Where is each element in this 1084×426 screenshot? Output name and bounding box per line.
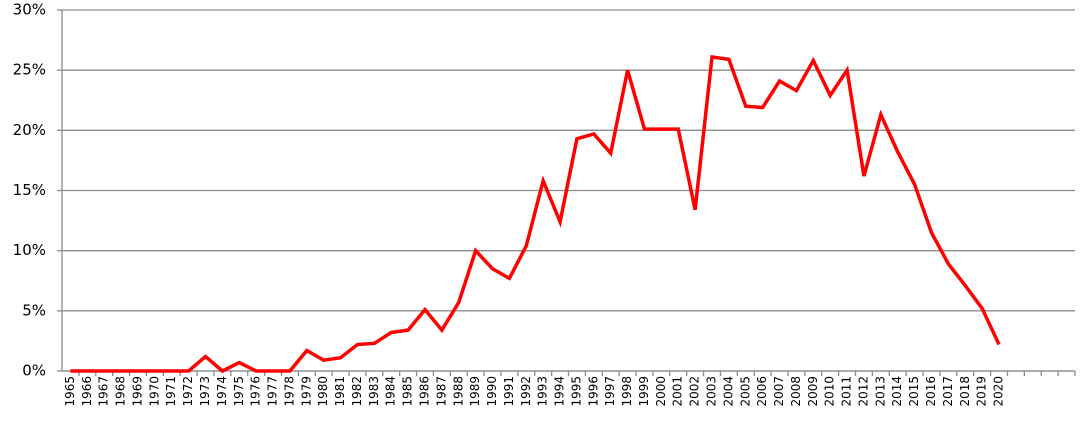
x-tick-label: 1983 — [367, 376, 381, 407]
x-tick-label: 1975 — [232, 376, 246, 407]
x-tick-label: 1980 — [316, 376, 330, 407]
x-tick-label: 1981 — [333, 376, 347, 407]
x-tick-label: 1994 — [553, 376, 567, 407]
x-tick-label: 2000 — [654, 376, 668, 407]
y-tick-label: 15% — [13, 181, 46, 199]
x-tick-label: 2001 — [671, 376, 685, 407]
x-tick-label: 1979 — [299, 376, 313, 407]
x-tick-label: 2004 — [721, 376, 735, 407]
x-tick-label: 1987 — [434, 376, 448, 407]
x-tick-label: 1976 — [249, 376, 263, 407]
x-tick-label: 2008 — [789, 376, 803, 407]
x-tick-label: 1992 — [519, 376, 533, 407]
x-tick-label: 1978 — [282, 376, 296, 407]
x-tick-label: 1977 — [266, 376, 280, 407]
x-tick-label: 2015 — [907, 376, 921, 407]
x-tick-label: 2009 — [806, 376, 820, 407]
x-tick-label: 1998 — [620, 376, 634, 407]
x-tick-label: 1982 — [350, 376, 364, 407]
y-tick-label: 5% — [22, 301, 46, 319]
x-tick-label: 1970 — [147, 376, 161, 407]
x-tick-label: 1990 — [485, 376, 499, 407]
x-tick-label: 1988 — [451, 376, 465, 407]
y-tick-label: 20% — [13, 121, 46, 139]
x-tick-label: 1967 — [97, 376, 111, 407]
x-tick-label: 2006 — [755, 376, 769, 407]
x-tick-label: 2011 — [840, 376, 854, 407]
x-tick-label: 2019 — [975, 376, 989, 407]
x-tick-label: 2014 — [890, 376, 904, 407]
x-tick-label: 1986 — [417, 376, 431, 407]
x-tick-label: 2020 — [992, 376, 1006, 407]
x-tick-label: 2005 — [738, 376, 752, 407]
data-line — [70, 54, 1001, 374]
x-tick-label: 1985 — [401, 376, 415, 407]
x-tick-label: 1968 — [114, 376, 128, 407]
x-tick-label: 1966 — [80, 376, 94, 407]
x-tick-label: 1996 — [586, 376, 600, 407]
x-tick-label: 1972 — [181, 376, 195, 407]
x-tick-label: 2013 — [873, 376, 887, 407]
x-tick-label: 1991 — [502, 376, 516, 407]
x-tick-label: 1971 — [164, 376, 178, 407]
x-tick-label: 2003 — [705, 376, 719, 407]
x-tick-label: 2010 — [823, 376, 837, 407]
x-tick-label: 2012 — [856, 376, 870, 407]
x-tick-label: 1993 — [536, 376, 550, 407]
x-tick-label: 2016 — [924, 376, 938, 407]
x-tick-label: 1969 — [130, 376, 144, 407]
x-tick-label: 2017 — [941, 376, 955, 407]
y-tick-label: 30% — [13, 1, 46, 19]
x-tick-label: 2018 — [958, 376, 972, 407]
x-tick-label: 2007 — [772, 376, 786, 407]
y-tick-label: 0% — [22, 362, 46, 380]
x-tick-label: 1989 — [468, 376, 482, 407]
y-tick-label: 25% — [13, 61, 46, 79]
y-tick-label: 10% — [13, 241, 46, 259]
x-tick-label: 1965 — [63, 376, 77, 407]
x-tick-label: 1999 — [637, 376, 651, 407]
x-tick-label: 1984 — [384, 376, 398, 407]
x-tick-label: 1995 — [569, 376, 583, 407]
x-tick-label: 1973 — [198, 376, 212, 407]
x-tick-label: 1974 — [215, 376, 229, 407]
x-tick-label: 2002 — [688, 376, 702, 407]
x-tick-label: 1997 — [603, 376, 617, 407]
